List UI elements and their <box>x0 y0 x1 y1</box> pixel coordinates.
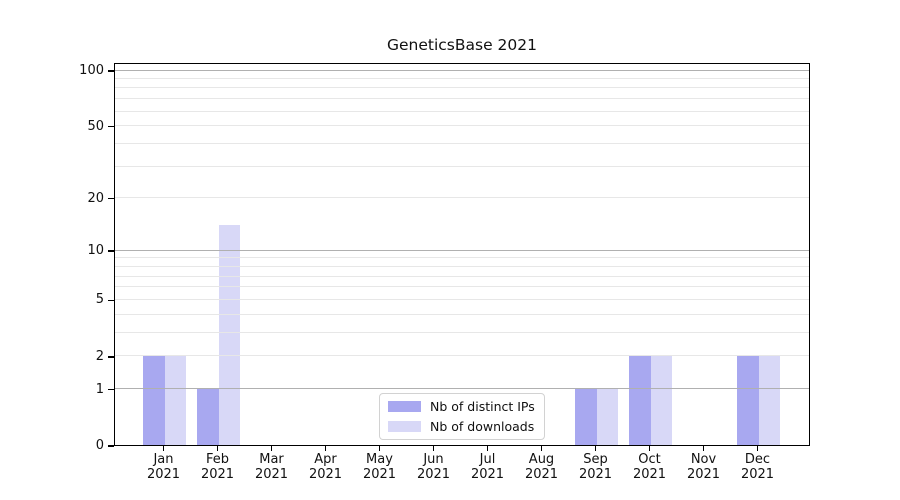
minor-gridline-7 <box>115 275 809 277</box>
y-tick-mark-50 <box>108 125 114 128</box>
x-tick-label-mar: Mar 2021 <box>254 452 289 482</box>
y-tick-mark-5 <box>108 299 114 302</box>
x-tick-mark-dec <box>756 446 759 451</box>
legend-entry-downloads: Nb of downloads <box>388 418 536 434</box>
major-gridline-1 <box>115 388 809 390</box>
x-tick-mark-sep <box>594 446 597 451</box>
minor-gridline-8 <box>115 266 809 267</box>
y-tick-label-2: 2 <box>95 348 104 364</box>
x-tick-mark-jun <box>432 446 435 451</box>
x-tick-label-oct: Oct 2021 <box>632 452 667 482</box>
legend-entry-distinct-ips: Nb of distinct IPs <box>388 398 536 414</box>
bar-sep-downloads <box>596 388 618 445</box>
legend-label-downloads: Nb of downloads <box>430 418 535 434</box>
minor-gridline-90 <box>115 78 809 79</box>
y-tick-label-100: 100 <box>79 63 104 78</box>
x-tick-label-sep: Sep 2021 <box>578 452 613 482</box>
x-tick-mark-mar <box>270 446 273 451</box>
bar-dec-distinct-ips <box>737 355 759 445</box>
minor-gridline-4 <box>115 313 809 315</box>
bar-jan-distinct-ips <box>143 355 165 445</box>
x-tick-label-jan: Jan 2021 <box>146 452 181 482</box>
minor-gridline-5 <box>115 298 809 300</box>
y-tick-mark-0 <box>108 445 114 447</box>
x-tick-label-may: May 2021 <box>362 452 397 482</box>
y-tick-label-1: 1 <box>95 381 104 397</box>
y-tick-mark-20 <box>108 197 114 200</box>
minor-gridline-9 <box>115 257 809 259</box>
y-tick-label-0: 0 <box>95 438 104 453</box>
chart-title: GeneticsBase 2021 <box>386 36 537 54</box>
x-tick-label-nov: Nov 2021 <box>686 452 721 482</box>
bar-jan-downloads <box>164 355 186 445</box>
x-tick-mark-nov <box>702 446 705 451</box>
x-tick-mark-jul <box>486 446 489 451</box>
legend-swatch-distinct-ips <box>388 401 421 412</box>
minor-gridline-70 <box>115 98 809 100</box>
x-tick-label-feb: Feb 2021 <box>200 452 235 482</box>
bar-dec-downloads <box>758 355 780 445</box>
x-tick-label-jul: Jul 2021 <box>470 452 505 482</box>
x-tick-label-apr: Apr 2021 <box>308 452 343 482</box>
minor-gridline-3 <box>115 331 809 333</box>
y-tick-mark-100 <box>108 70 114 72</box>
bar-feb-downloads <box>218 225 240 445</box>
y-tick-label-50: 50 <box>87 118 104 134</box>
x-tick-mark-feb <box>216 446 219 451</box>
minor-gridline-30 <box>115 165 809 167</box>
x-tick-label-aug: Aug 2021 <box>524 452 559 482</box>
bar-oct-distinct-ips <box>629 355 651 445</box>
y-tick-label-10: 10 <box>87 243 104 259</box>
y-tick-mark-2 <box>108 356 114 358</box>
minor-gridline-60 <box>115 110 809 112</box>
x-tick-mark-jan <box>162 446 165 451</box>
y-tick-label-5: 5 <box>95 292 104 308</box>
y-tick-mark-10 <box>108 250 114 252</box>
bar-sep-distinct-ips <box>575 388 597 445</box>
minor-gridline-50 <box>115 125 809 126</box>
minor-gridline-80 <box>115 87 809 89</box>
x-tick-label-jun: Jun 2021 <box>416 452 451 482</box>
y-tick-mark-1 <box>108 388 114 391</box>
legend: Nb of distinct IPs Nb of downloads <box>379 393 545 440</box>
y-tick-label-20: 20 <box>87 190 104 206</box>
minor-gridline-2 <box>115 355 809 357</box>
major-gridline-10 <box>115 249 809 251</box>
bar-feb-distinct-ips <box>197 388 219 445</box>
x-tick-mark-apr <box>324 446 327 451</box>
plot-area: Nb of distinct IPs Nb of downloads <box>114 63 810 446</box>
minor-gridline-6 <box>115 286 809 288</box>
x-tick-mark-may <box>378 446 381 451</box>
x-tick-mark-aug <box>540 446 543 451</box>
major-gridline-100 <box>115 69 809 71</box>
legend-label-distinct-ips: Nb of distinct IPs <box>430 398 535 414</box>
x-tick-label-dec: Dec 2021 <box>740 452 775 482</box>
minor-gridline-20 <box>115 197 809 199</box>
minor-gridline-40 <box>115 142 809 144</box>
bar-oct-downloads <box>650 355 672 445</box>
x-tick-mark-oct <box>648 446 651 451</box>
legend-swatch-downloads <box>388 421 421 432</box>
